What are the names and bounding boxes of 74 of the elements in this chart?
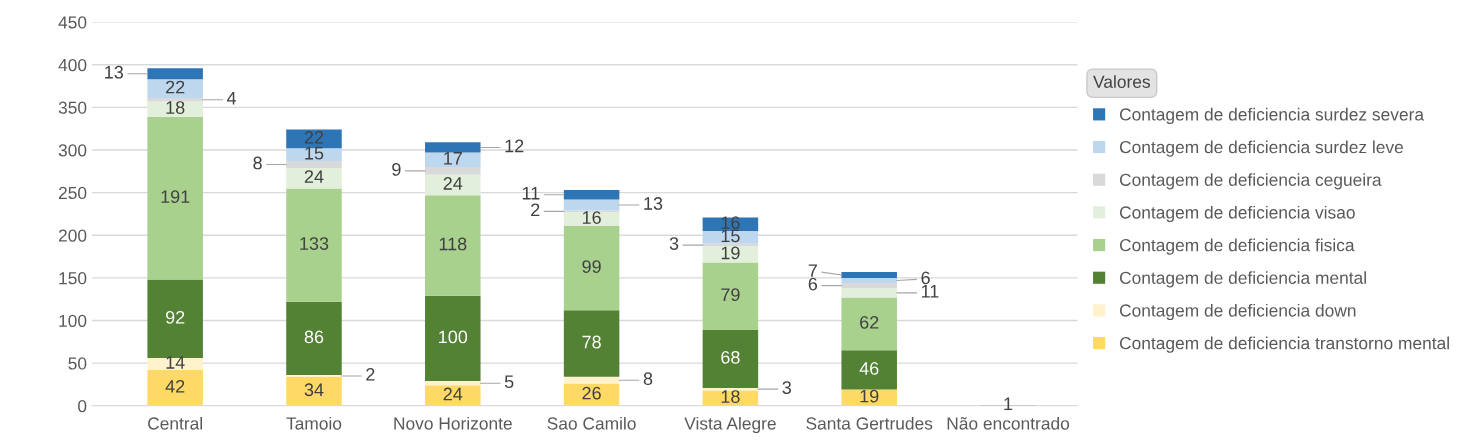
legend-label: Contagem de deficiencia cegueira — [1119, 173, 1382, 190]
y-tick-label: 250 — [58, 186, 87, 200]
data-label: 7 — [808, 264, 817, 277]
data-label: 6 — [921, 271, 930, 285]
data-label: 12 — [505, 139, 524, 153]
data-label: 8 — [643, 372, 653, 386]
y-tick-label: 400 — [58, 58, 87, 72]
legend-label: Contagem de deficiencia fisica — [1119, 238, 1355, 255]
data-label: 13 — [105, 65, 124, 79]
x-tick-label: Central — [148, 416, 202, 430]
x-tick-label: Não encontrado — [947, 416, 1070, 430]
legend-label: Contagem de deficiencia down — [1119, 303, 1356, 321]
legend-label: Contagem de deficiencia mental — [1119, 271, 1366, 288]
y-tick-label: 50 — [68, 357, 87, 370]
data-label: 34 — [304, 383, 324, 397]
data-label: 24 — [443, 177, 463, 190]
data-label: 19 — [860, 389, 879, 403]
data-label: 22 — [166, 80, 185, 94]
data-label: 8 — [253, 156, 262, 170]
data-label: 16 — [582, 211, 601, 224]
data-label: 17 — [444, 152, 462, 165]
data-label: 79 — [721, 288, 740, 302]
data-label: 13 — [644, 197, 663, 210]
data-label: 78 — [582, 335, 601, 349]
data-label: 133 — [300, 237, 329, 250]
data-label: 18 — [721, 390, 740, 403]
x-tick-label: Vista Alegre — [684, 416, 776, 434]
data-label: 9 — [392, 162, 401, 176]
y-tick-label: 350 — [58, 101, 87, 114]
x-tick-label: Tamoio — [286, 416, 342, 430]
data-label: 6 — [808, 277, 818, 291]
y-tick-label: 150 — [59, 272, 87, 285]
x-tick-label: Novo Horizonte — [394, 416, 512, 430]
data-label: 24 — [304, 170, 324, 183]
data-label: 86 — [304, 330, 324, 344]
data-label: 2 — [366, 368, 375, 381]
data-label: 46 — [859, 362, 879, 375]
data-label: 26 — [582, 386, 601, 400]
data-label: 15 — [721, 229, 740, 243]
data-label: 16 — [721, 216, 740, 230]
y-tick-label: 450 — [58, 16, 87, 29]
legend-label: Contagem de deficiencia visao — [1119, 205, 1355, 223]
data-label: 1 — [1004, 397, 1013, 411]
data-label: 4 — [226, 91, 237, 105]
y-tick-label: 100 — [59, 314, 87, 327]
data-label: 118 — [439, 237, 467, 251]
data-label: 62 — [860, 316, 879, 329]
data-label: 15 — [305, 146, 324, 160]
data-label: 99 — [582, 260, 601, 273]
data-label: 3 — [782, 381, 791, 395]
data-label: 68 — [721, 350, 740, 364]
x-tick-label: Santa Gertrudes — [806, 416, 933, 430]
data-label: 5 — [504, 375, 514, 389]
data-label: 2 — [531, 203, 540, 217]
data-label: 11 — [921, 285, 939, 298]
data-label: 92 — [165, 310, 185, 324]
data-label: 18 — [166, 101, 185, 114]
data-label: 24 — [443, 387, 463, 401]
data-label: 100 — [439, 330, 468, 344]
x-tick-label: Sao Camilo — [547, 416, 636, 430]
legend-title: Valores — [1093, 75, 1150, 88]
data-label: 22 — [304, 131, 324, 144]
data-label: 191 — [161, 190, 190, 204]
data-label: 19 — [721, 246, 740, 260]
data-label: 3 — [669, 237, 679, 250]
legend-label: Contagem de deficiencia surdez leve — [1119, 140, 1403, 157]
legend-label: Contagem de deficiencia transtorno mental — [1119, 336, 1449, 353]
data-label: 11 — [522, 187, 540, 200]
y-tick-label: 0 — [78, 399, 87, 413]
data-label: 42 — [165, 379, 185, 393]
data-label: 14 — [166, 356, 185, 369]
y-tick-label: 300 — [58, 144, 87, 157]
y-tick-label: 200 — [58, 229, 87, 242]
legend-label: Contagem de deficiencia surdez severa — [1119, 107, 1425, 125]
